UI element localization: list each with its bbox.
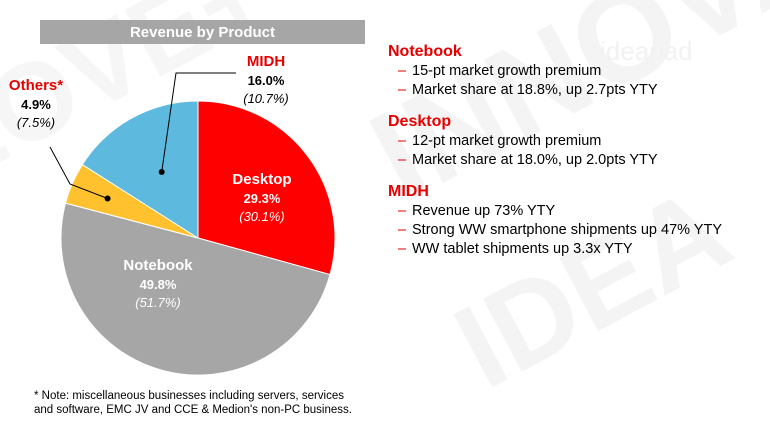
leader-dot-others [104, 195, 111, 202]
dash-icon: – [398, 133, 407, 149]
section-title: MIDH [388, 183, 429, 200]
leader-line-others [49, 146, 108, 199]
bullet-item: – Market share at 18.8%, up 2.7pts YTY [388, 81, 768, 100]
bullet-text: Market share at 18.0%, up 2.0pts YTY [412, 152, 658, 168]
leader-dot-midh [158, 168, 165, 175]
section-title: Notebook [388, 43, 462, 60]
bullet-text: Strong WW smartphone shipments up 47% YT… [412, 222, 723, 238]
slice-label-prior: (10.7%) [243, 91, 289, 106]
slice-label-name: Notebook [123, 257, 193, 274]
slice-label-value: 4.9% [21, 97, 51, 112]
pie-slice-midh [81, 100, 199, 239]
watermark-text-4: ideapad [600, 36, 693, 66]
bullet-item: –15-pt market growth premium [388, 62, 768, 81]
section-midh: MIDH – Revenue up 73% YTY – Strong WW smar… [388, 182, 768, 259]
pie-slice-notebook [60, 202, 331, 376]
bullet-text: Market share at 18.8%, up 2.7pts YTY [412, 82, 658, 98]
bullet-item: –12-pt market growth premium [388, 132, 768, 151]
bullet-text: Revenue up 73% YTY [412, 203, 556, 219]
slice-label-prior: (51.7%) [135, 295, 181, 310]
footnote: * Note: miscellaneous businesses includi… [34, 390, 352, 416]
bullet-item: – WW tablet shipments up 3.3x YTY [388, 240, 768, 259]
bullet-item: – Market share at 18.0%, up 2.0pts YTY [388, 151, 768, 170]
slice-label-prior: (7.5%) [17, 115, 55, 130]
slice-label-name: Others* [9, 77, 63, 94]
dash-icon: – [398, 152, 407, 168]
slice-label-name: Desktop [232, 171, 291, 188]
dash-icon: – [398, 63, 407, 79]
leader-line-midh [161, 72, 236, 173]
bullet-item: – Revenue up 73% YTY [388, 202, 768, 221]
slice-label-value: 16.0% [248, 73, 285, 88]
slice-label-name: MIDH [247, 53, 285, 70]
dash-icon: – [398, 222, 407, 238]
pie-slice-desktop [197, 100, 336, 276]
slice-label-value: 49.8% [140, 277, 177, 292]
dash-icon: – [398, 203, 407, 219]
slice-label-prior: (30.1%) [239, 209, 285, 224]
bullet-text: 12-pt market growth premium [412, 133, 602, 149]
bullet-item: – Strong WW smartphone shipments up 47% Y… [388, 221, 768, 240]
section-notebook: Notebook –15-pt market growth premium – M… [388, 42, 768, 100]
section-title: Desktop [388, 113, 452, 130]
bullet-text: 15-pt market growth premium [412, 63, 602, 79]
bullet-text: WW tablet shipments up 3.3x YTY [412, 241, 633, 257]
dash-icon: – [398, 241, 407, 257]
commentary-panel: Notebook –15-pt market growth premium – M… [388, 42, 768, 271]
chart-title: Revenue by Product [40, 20, 365, 44]
dash-icon: – [398, 82, 407, 98]
section-desktop: Desktop –12-pt market growth premium – Ma… [388, 112, 768, 170]
slice-label-value: 29.3% [244, 191, 281, 206]
